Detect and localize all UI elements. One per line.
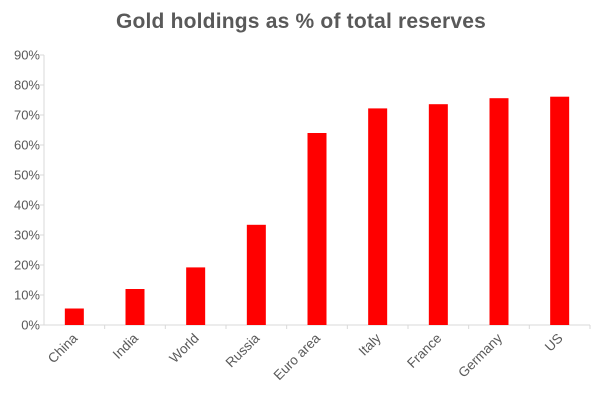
bar-euro-area [307,133,327,325]
y-tick-label: 30% [14,228,40,243]
y-tick-label: 60% [14,138,40,153]
x-tick-label: India [110,330,142,362]
y-tick-label: 70% [14,108,40,123]
y-tick-label: 80% [14,78,40,93]
x-tick-label: Italy [356,330,384,358]
y-tick-label: 10% [14,288,40,303]
bar-china [64,308,84,325]
chart-title: Gold holdings as % of total reserves [115,10,487,33]
bar-italy [368,108,388,326]
x-tick-label: France [404,331,444,371]
bar-france [428,104,448,325]
y-tick-label: 0% [21,318,40,333]
x-tick-label: China [45,330,81,366]
bar-world [186,267,206,325]
y-tick-label: 20% [14,258,40,273]
bar-us [550,96,570,325]
x-tick-label: Euro area [271,330,324,383]
y-tick-label: 50% [14,168,40,183]
x-tick-label: Germany [455,330,505,380]
bar-germany [489,98,509,325]
y-tick-label: 40% [14,198,40,213]
bar-india [125,289,145,325]
y-tick-label: 90% [14,48,40,63]
x-tick-label: US [542,331,566,355]
x-tick-label: Russia [223,330,263,370]
bar-russia [246,224,266,325]
x-tick-label: World [166,331,201,366]
